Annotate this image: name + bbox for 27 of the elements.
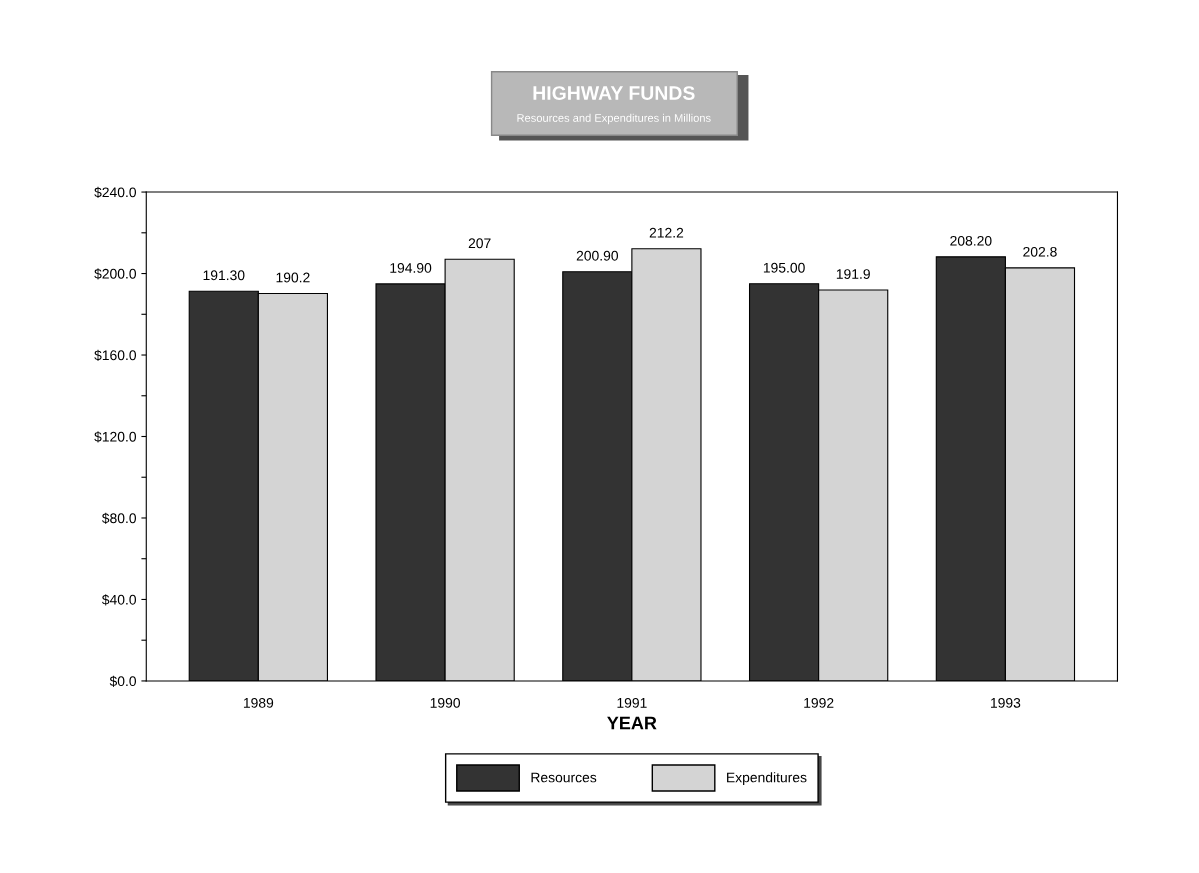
data-label: 191.30 [203, 270, 245, 281]
data-label: 191.9 [836, 269, 870, 279]
data-label: 208.20 [950, 235, 992, 246]
y-tick-label: $200.0 [94, 268, 137, 280]
data-label: 194.90 [390, 263, 432, 273]
y-tick-label: $240.0 [94, 186, 137, 199]
y-tick-label: $0.0 [109, 675, 137, 687]
x-tick-label: 1991 [617, 697, 647, 708]
x-tick-label: 1993 [991, 697, 1021, 708]
y-tick-label: $40.0 [101, 594, 137, 606]
x-tick-label: 1992 [804, 697, 834, 708]
x-axis-title: YEAR [607, 716, 657, 730]
y-tick-label: $80.0 [101, 512, 137, 524]
data-label: 212.2 [649, 227, 684, 238]
data-label: 207 [468, 238, 491, 249]
x-tick-label: 1989 [243, 697, 274, 708]
legend-label: Expenditures [727, 772, 807, 786]
y-tick-label: $160.0 [94, 349, 137, 362]
legend-label: Resources [531, 772, 597, 783]
data-label: 190.2 [276, 272, 310, 283]
data-label: 202.8 [1023, 246, 1057, 257]
y-tick-label: $120.0 [94, 431, 137, 443]
data-label: 200.90 [576, 250, 619, 261]
x-tick-label: 1990 [430, 697, 461, 708]
data-label: 195.00 [763, 262, 805, 273]
chart-title: HIGHWAY FUNDS [533, 86, 695, 100]
chart-subtitle: Resources and Expenditures in Millions [517, 113, 711, 125]
